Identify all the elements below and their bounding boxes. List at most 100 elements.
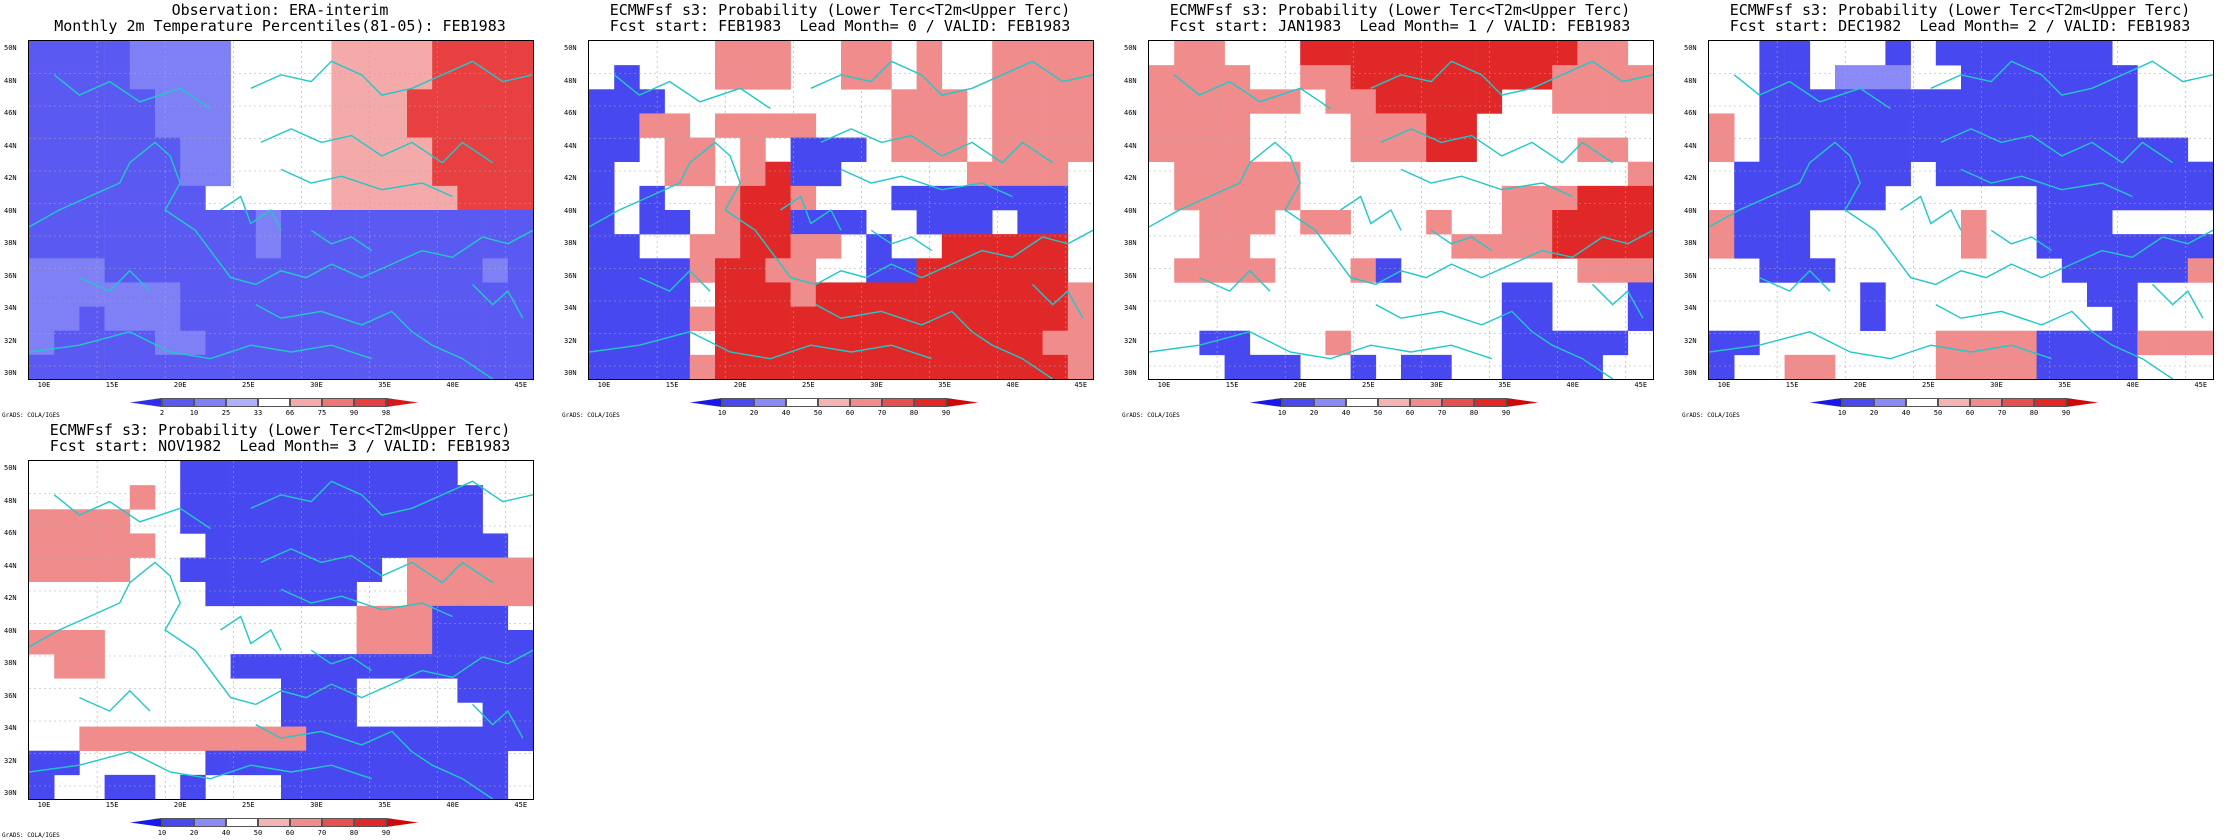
- grid-cell: [1986, 330, 2012, 356]
- lat-label: 38N: [4, 659, 17, 667]
- grid-cell: [790, 306, 817, 332]
- lat-label: 50N: [4, 464, 17, 472]
- grid-cell: [29, 185, 55, 211]
- grid-cell: [1426, 89, 1452, 114]
- grads-credit: GrADS: COLA/IGES: [1682, 412, 1740, 419]
- grid-cell: [1885, 137, 1911, 163]
- grid-cell: [1375, 65, 1402, 90]
- colorbar-tick-label: 25: [221, 409, 231, 417]
- grid-cell: [129, 282, 156, 307]
- coastline: [780, 195, 842, 231]
- grid-cell: [689, 306, 716, 332]
- lat-label: 38N: [4, 239, 17, 247]
- grid-cell: [230, 581, 257, 607]
- grid-cell: [1759, 185, 1785, 211]
- lat-label: 48N: [4, 496, 17, 505]
- coastline: [29, 561, 256, 706]
- grid-cell: [1042, 210, 1069, 235]
- grid-cell: [180, 330, 206, 356]
- grid-cell: [255, 234, 282, 259]
- lon-label: 40E: [1006, 381, 1019, 389]
- grid-cell: [1552, 89, 1578, 114]
- colorbar-tick-label: 70: [877, 409, 887, 417]
- grid-cell: [432, 137, 458, 163]
- colorbar-tick-label: 2: [159, 409, 165, 417]
- grid-cell: [1910, 137, 1937, 163]
- grid-cell: [432, 41, 458, 66]
- grid-cell: [457, 89, 483, 114]
- grid-cell: [1451, 137, 1477, 163]
- grid-cell: [129, 354, 156, 379]
- grid-cell: [255, 306, 282, 332]
- grid-cell: [765, 210, 791, 235]
- grid-cell: [79, 258, 105, 283]
- coastline: [1960, 168, 2133, 198]
- lon-label: 15E: [105, 801, 119, 809]
- grid-cell: [1709, 210, 1735, 235]
- grid-cell: [2112, 113, 2138, 138]
- grid-cell: [432, 581, 458, 607]
- grid-cell: [306, 702, 332, 727]
- grid-cell: [381, 234, 408, 259]
- colorbar: [690, 398, 978, 407]
- grid-cell: [507, 234, 533, 259]
- lon-label: 15E: [105, 381, 119, 389]
- grid-cell: [281, 702, 307, 727]
- grid-cell: [54, 210, 80, 235]
- grid-cell: [1986, 354, 2012, 379]
- grid-cell: [841, 137, 867, 163]
- grid-cell: [432, 354, 458, 379]
- grid-cell: [891, 282, 917, 307]
- grid-cell: [230, 282, 257, 307]
- grid-cell: [407, 509, 433, 534]
- coastline: [280, 588, 453, 618]
- grid-cell: [255, 461, 282, 486]
- grid-cell: [482, 557, 509, 583]
- coastline: [310, 649, 373, 672]
- grid-cell: [432, 509, 458, 534]
- grid-cell: [1577, 210, 1603, 235]
- grid-cell: [2061, 161, 2088, 187]
- lat-label: 40N: [1684, 206, 1697, 215]
- lat-label: 48N: [1684, 76, 1697, 85]
- colorbar-tick-label: 50: [253, 829, 263, 837]
- grads-credit: GrADS: COLA/IGES: [562, 412, 620, 419]
- grid-cell: [104, 137, 131, 163]
- grid-cell: [331, 461, 357, 486]
- grid-cell: [205, 113, 231, 138]
- coastline: [589, 330, 932, 360]
- panel-subtitle: Fcst start: JAN1983 Lead Month= 1 / VALI…: [1169, 17, 1631, 35]
- grid-cell: [689, 234, 716, 259]
- colorbar-segment: [1474, 398, 1506, 407]
- grid-cell: [1986, 113, 2012, 138]
- coastline: [472, 703, 524, 739]
- lat-label: 44N: [4, 561, 17, 570]
- lon-label: 20E: [173, 381, 187, 389]
- grid-cell: [407, 354, 433, 379]
- grid-cell: [2061, 354, 2088, 379]
- grid-cell: [639, 282, 665, 307]
- grid-cell: [589, 306, 615, 332]
- grid-cell: [129, 258, 156, 283]
- coastline: [1199, 269, 1271, 292]
- panel-subtitle: Fcst start: FEB1983 Lead Month= 0 / VALI…: [609, 17, 1071, 35]
- grid-cell: [331, 533, 357, 558]
- lat-label: 44N: [4, 141, 17, 150]
- grid-cell: [1809, 137, 1836, 163]
- grid-cell: [205, 210, 231, 235]
- grid-cell: [1300, 41, 1326, 66]
- colorbar-segment: [386, 818, 418, 827]
- grid-cell: [79, 282, 105, 307]
- grid-cell: [1709, 234, 1735, 259]
- lat-label: 50N: [4, 44, 17, 52]
- grid-cell: [281, 258, 307, 283]
- panel-title: ECMWFsf s3: Probability (Lower Terc<T2m<…: [609, 1, 1071, 19]
- grid-cell: [992, 282, 1018, 307]
- grid-cell: [1224, 137, 1251, 163]
- grid-cell: [432, 557, 458, 583]
- grid-cell: [507, 581, 533, 607]
- grid-cell: [790, 185, 817, 211]
- grid-cell: [281, 210, 307, 235]
- coastline: [820, 128, 1054, 164]
- grid-cell: [2162, 330, 2189, 356]
